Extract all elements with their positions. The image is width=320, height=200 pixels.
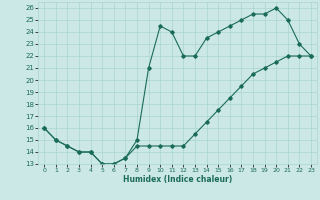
X-axis label: Humidex (Indice chaleur): Humidex (Indice chaleur)	[123, 175, 232, 184]
